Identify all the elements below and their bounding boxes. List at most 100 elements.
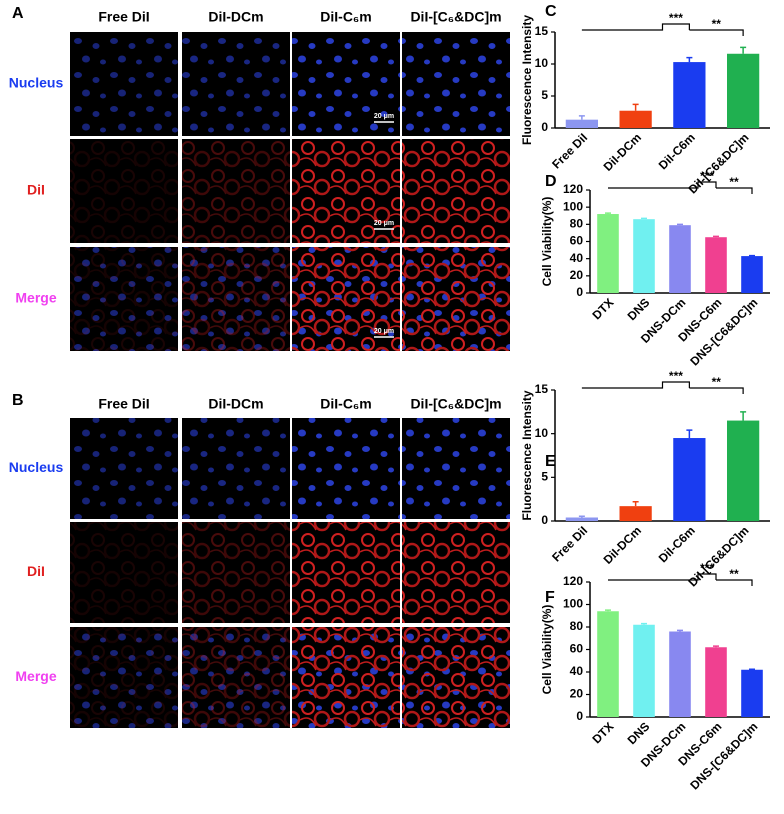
error-bar (579, 116, 585, 120)
micrograph: 20 μm (292, 139, 400, 243)
micrograph (402, 32, 510, 136)
dii-stain (402, 522, 510, 623)
micrograph (292, 418, 400, 519)
significance-label: *** (669, 369, 683, 383)
significance-label: ** (712, 17, 722, 31)
error-bar (740, 47, 746, 53)
column-header: Free DiI (98, 396, 149, 412)
micrograph (70, 32, 178, 136)
bar (566, 518, 598, 521)
micrograph (292, 627, 400, 728)
significance-label: *** (700, 561, 714, 575)
y-tick-label: 60 (570, 642, 584, 656)
row-label: DiI (27, 182, 45, 198)
column-header: DiI-[C₆&DC]m (410, 9, 501, 25)
bar (727, 54, 759, 128)
y-tick-label: 0 (541, 513, 548, 527)
panel-label: A (12, 5, 24, 22)
significance-label: ** (712, 375, 722, 389)
micrograph (182, 418, 290, 519)
x-tick-label: DNS-[C6&DC]m (687, 295, 760, 368)
y-tick-label: 15 (535, 382, 549, 396)
error-bar (686, 58, 692, 62)
dii-stain (292, 139, 400, 243)
micrograph (70, 139, 178, 243)
dii-stain (70, 247, 178, 351)
dii-stain (70, 522, 178, 623)
bar (741, 670, 763, 717)
micrograph (182, 247, 290, 351)
y-tick-label: 15 (535, 24, 549, 38)
column-header: DiI-DCm (208, 396, 263, 412)
column-header: DiI-DCm (208, 9, 263, 25)
dii-stain (292, 522, 400, 623)
bar (741, 256, 763, 293)
x-tick-label: DNS (625, 295, 653, 323)
nucleus-stain (292, 32, 400, 136)
nucleus-stain (402, 418, 510, 519)
x-tick-label: DiI-DCm (601, 130, 644, 173)
y-tick-label: 120 (563, 574, 583, 588)
y-tick-label: 10 (535, 56, 549, 70)
row-label: Merge (15, 290, 56, 306)
y-axis-label: Cell Viability(%) (540, 197, 554, 287)
error-bar (633, 502, 639, 506)
bar (727, 421, 759, 521)
error-bar (641, 624, 647, 625)
nucleus-stain (70, 418, 178, 519)
y-tick-label: 10 (535, 426, 549, 440)
x-tick-label: DNS-[C6&DC]m (687, 719, 760, 792)
x-tick-label: DiI-DCm (601, 523, 644, 566)
y-axis-label: Fluorescence Intensity (520, 15, 534, 145)
y-tick-label: 0 (576, 285, 583, 299)
panel-label: D (545, 173, 557, 190)
significance-label: *** (700, 169, 714, 183)
nucleus-stain (182, 32, 290, 136)
error-bar (749, 669, 755, 670)
y-tick-label: 5 (541, 470, 548, 484)
error-bar (633, 104, 639, 110)
micrograph (70, 627, 178, 728)
bar (669, 632, 691, 718)
y-tick-label: 80 (570, 619, 584, 633)
bar (669, 225, 691, 293)
y-tick-label: 80 (570, 217, 584, 231)
y-tick-label: 120 (563, 182, 583, 196)
nucleus-stain (182, 418, 290, 519)
bar (566, 120, 598, 128)
x-tick-label: Free DiI (549, 523, 590, 564)
micrograph (182, 627, 290, 728)
y-tick-label: 60 (570, 234, 584, 248)
error-bar (740, 412, 746, 421)
row-label: DiI (27, 563, 45, 579)
significance-label: ** (729, 175, 739, 189)
dii-stain (402, 627, 510, 728)
micrograph (402, 627, 510, 728)
dii-stain (182, 139, 290, 243)
row-label: Nucleus (9, 459, 64, 475)
error-bar (677, 224, 683, 225)
micrograph (182, 522, 290, 623)
bar (705, 237, 727, 293)
panel-label: C (545, 3, 557, 20)
x-tick-label: DTX (589, 719, 616, 746)
y-tick-label: 40 (570, 251, 584, 265)
y-tick-label: 40 (570, 664, 584, 678)
bar (620, 506, 652, 521)
dii-stain (182, 247, 290, 351)
error-bar (605, 610, 611, 611)
x-tick-label: DTX (589, 295, 616, 322)
y-tick-label: 20 (570, 687, 584, 701)
bar (597, 611, 619, 717)
nucleus-stain (70, 32, 178, 136)
row-label: Nucleus (9, 75, 64, 91)
scale-bar-label: 20 μm (374, 328, 394, 335)
dii-stain (402, 247, 510, 351)
column-header: DiI-[C₆&DC]m (410, 396, 501, 412)
bar (597, 214, 619, 293)
scale-bar-label: 20 μm (374, 220, 394, 227)
micrograph: 20 μm (292, 32, 400, 136)
x-tick-label: DiI-C6m (656, 130, 698, 172)
dii-stain (70, 139, 178, 243)
